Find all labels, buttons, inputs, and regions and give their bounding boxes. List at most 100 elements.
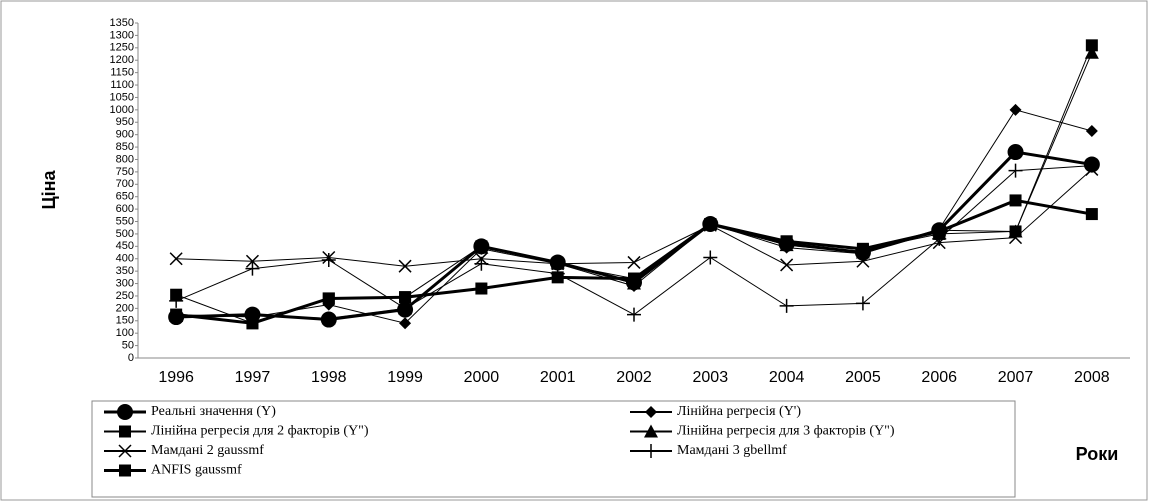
marker: [551, 257, 565, 271]
marker: [1009, 194, 1022, 207]
x-tick-label: 2004: [769, 369, 805, 386]
x-tick-label: 1999: [387, 369, 423, 386]
marker: [245, 261, 260, 276]
y-tick-label: 500: [116, 228, 134, 240]
marker: [399, 291, 412, 304]
x-tick-label: 2008: [1074, 369, 1110, 386]
y-tick-label: 1200: [110, 54, 134, 66]
y-tick-label: 800: [116, 153, 134, 165]
marker: [399, 317, 412, 330]
y-tick-label: 1050: [110, 91, 134, 103]
y-tick-label: 750: [116, 166, 134, 178]
y-tick-label: 550: [116, 215, 134, 227]
marker: [117, 404, 133, 420]
marker: [398, 259, 412, 273]
y-tick-label: 350: [116, 265, 134, 277]
marker: [780, 258, 794, 272]
marker: [933, 225, 946, 238]
marker: [246, 317, 259, 330]
legend-label: Лінійна регресія для 2 факторів (Y"): [151, 424, 369, 439]
y-tick-label: 1350: [110, 17, 134, 29]
marker: [474, 240, 489, 254]
y-tick-label: 50: [122, 339, 134, 351]
marker: [169, 252, 183, 266]
legend: [91, 400, 1016, 498]
marker: [856, 254, 870, 268]
marker: [644, 444, 658, 458]
marker: [118, 444, 132, 458]
marker: [703, 250, 718, 265]
x-tick-label: 2006: [921, 369, 957, 386]
marker: [627, 307, 641, 322]
x-tick-label: 2002: [616, 369, 652, 386]
x-tick-label: 1997: [235, 369, 271, 386]
marker: [119, 425, 131, 438]
y-tick-label: 450: [116, 240, 134, 252]
x-tick-label: 2003: [693, 369, 729, 386]
marker: [398, 301, 413, 316]
legend-label: Лінійна регресія для 3 факторів (Y"): [677, 424, 895, 439]
marker: [704, 218, 717, 230]
x-tick-label: 1996: [158, 369, 194, 386]
marker: [1084, 158, 1099, 173]
x-tick-label: 2001: [540, 369, 576, 386]
marker: [169, 293, 184, 308]
y-tick-label: 1300: [110, 29, 134, 41]
y-tick-label: 900: [116, 129, 134, 141]
marker: [119, 464, 131, 477]
y-tick-label: 650: [116, 191, 134, 203]
marker: [1084, 45, 1099, 59]
marker: [170, 308, 183, 321]
marker: [1009, 103, 1022, 116]
x-tick-label: 1998: [311, 369, 347, 386]
y-axis-title: Ціна: [39, 170, 59, 210]
legend-label: Лінійна регресія (Y'): [677, 404, 801, 419]
x-tick-label: 2000: [464, 369, 500, 386]
marker: [474, 256, 489, 271]
y-tick-label: 400: [116, 253, 134, 265]
legend-label: Мамдані 2 gaussmf: [151, 443, 264, 458]
marker: [1007, 144, 1024, 161]
marker: [1009, 231, 1023, 245]
marker: [645, 406, 657, 418]
legend-label: Мамдані 3 gbellmf: [677, 443, 787, 458]
marker: [855, 296, 870, 311]
legend-label: ANFIS gaussmf: [151, 463, 242, 478]
y-tick-label: 600: [116, 203, 134, 215]
y-tick-label: 200: [116, 302, 134, 314]
y-tick-label: 0: [128, 352, 134, 364]
marker: [644, 424, 658, 438]
marker: [1008, 163, 1023, 178]
marker: [1085, 208, 1098, 221]
y-tick-label: 1000: [110, 104, 134, 116]
marker: [628, 272, 640, 285]
marker: [1085, 124, 1098, 137]
marker: [322, 292, 335, 305]
marker: [475, 282, 488, 295]
y-tick-label: 300: [116, 277, 134, 289]
marker: [779, 298, 794, 313]
y-tick-label: 950: [116, 116, 134, 128]
y-tick-label: 850: [116, 141, 134, 153]
y-tick-label: 1150: [110, 67, 134, 79]
marker: [321, 311, 336, 325]
marker: [245, 254, 259, 268]
marker: [780, 235, 793, 248]
y-tick-label: 100: [116, 327, 134, 339]
marker: [550, 255, 565, 269]
y-tick-label: 1250: [110, 42, 134, 54]
legend-label: Реальні значення (Y): [151, 404, 276, 419]
marker: [856, 242, 869, 255]
marker: [627, 255, 641, 269]
x-tick-label: 2005: [845, 369, 881, 386]
y-tick-label: 150: [116, 315, 134, 327]
x-tick-label: 2007: [998, 369, 1034, 386]
marker: [1085, 39, 1098, 52]
y-tick-label: 250: [116, 290, 134, 302]
marker: [321, 252, 336, 267]
x-axis-title: Роки: [1076, 444, 1119, 464]
y-tick-label: 700: [116, 178, 134, 190]
marker: [551, 271, 564, 284]
